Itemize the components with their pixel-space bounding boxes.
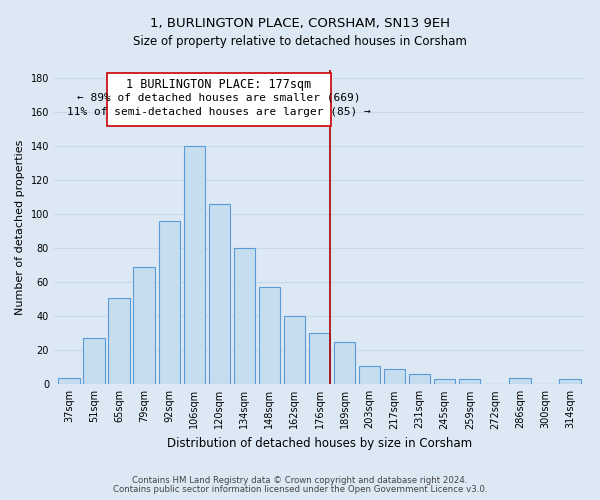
Y-axis label: Number of detached properties: Number of detached properties — [15, 140, 25, 315]
Bar — [409, 374, 430, 384]
Bar — [359, 366, 380, 384]
Bar — [233, 248, 255, 384]
Text: ← 89% of detached houses are smaller (669): ← 89% of detached houses are smaller (66… — [77, 92, 361, 102]
Bar — [559, 379, 581, 384]
Bar — [309, 334, 330, 384]
Bar — [284, 316, 305, 384]
Bar — [58, 378, 80, 384]
Bar — [133, 267, 155, 384]
Bar — [259, 288, 280, 384]
Text: 1, BURLINGTON PLACE, CORSHAM, SN13 9EH: 1, BURLINGTON PLACE, CORSHAM, SN13 9EH — [150, 18, 450, 30]
FancyBboxPatch shape — [107, 74, 331, 126]
Bar — [109, 298, 130, 384]
Bar — [434, 379, 455, 384]
Text: 11% of semi-detached houses are larger (85) →: 11% of semi-detached houses are larger (… — [67, 108, 371, 118]
Bar — [158, 221, 180, 384]
Text: Contains public sector information licensed under the Open Government Licence v3: Contains public sector information licen… — [113, 485, 487, 494]
Text: Size of property relative to detached houses in Corsham: Size of property relative to detached ho… — [133, 35, 467, 48]
Bar — [384, 369, 405, 384]
Bar — [209, 204, 230, 384]
Bar — [334, 342, 355, 384]
Text: 1 BURLINGTON PLACE: 177sqm: 1 BURLINGTON PLACE: 177sqm — [126, 78, 311, 92]
Bar — [83, 338, 104, 384]
Text: Contains HM Land Registry data © Crown copyright and database right 2024.: Contains HM Land Registry data © Crown c… — [132, 476, 468, 485]
Bar — [509, 378, 530, 384]
Bar — [459, 379, 481, 384]
Bar — [184, 146, 205, 384]
X-axis label: Distribution of detached houses by size in Corsham: Distribution of detached houses by size … — [167, 437, 472, 450]
